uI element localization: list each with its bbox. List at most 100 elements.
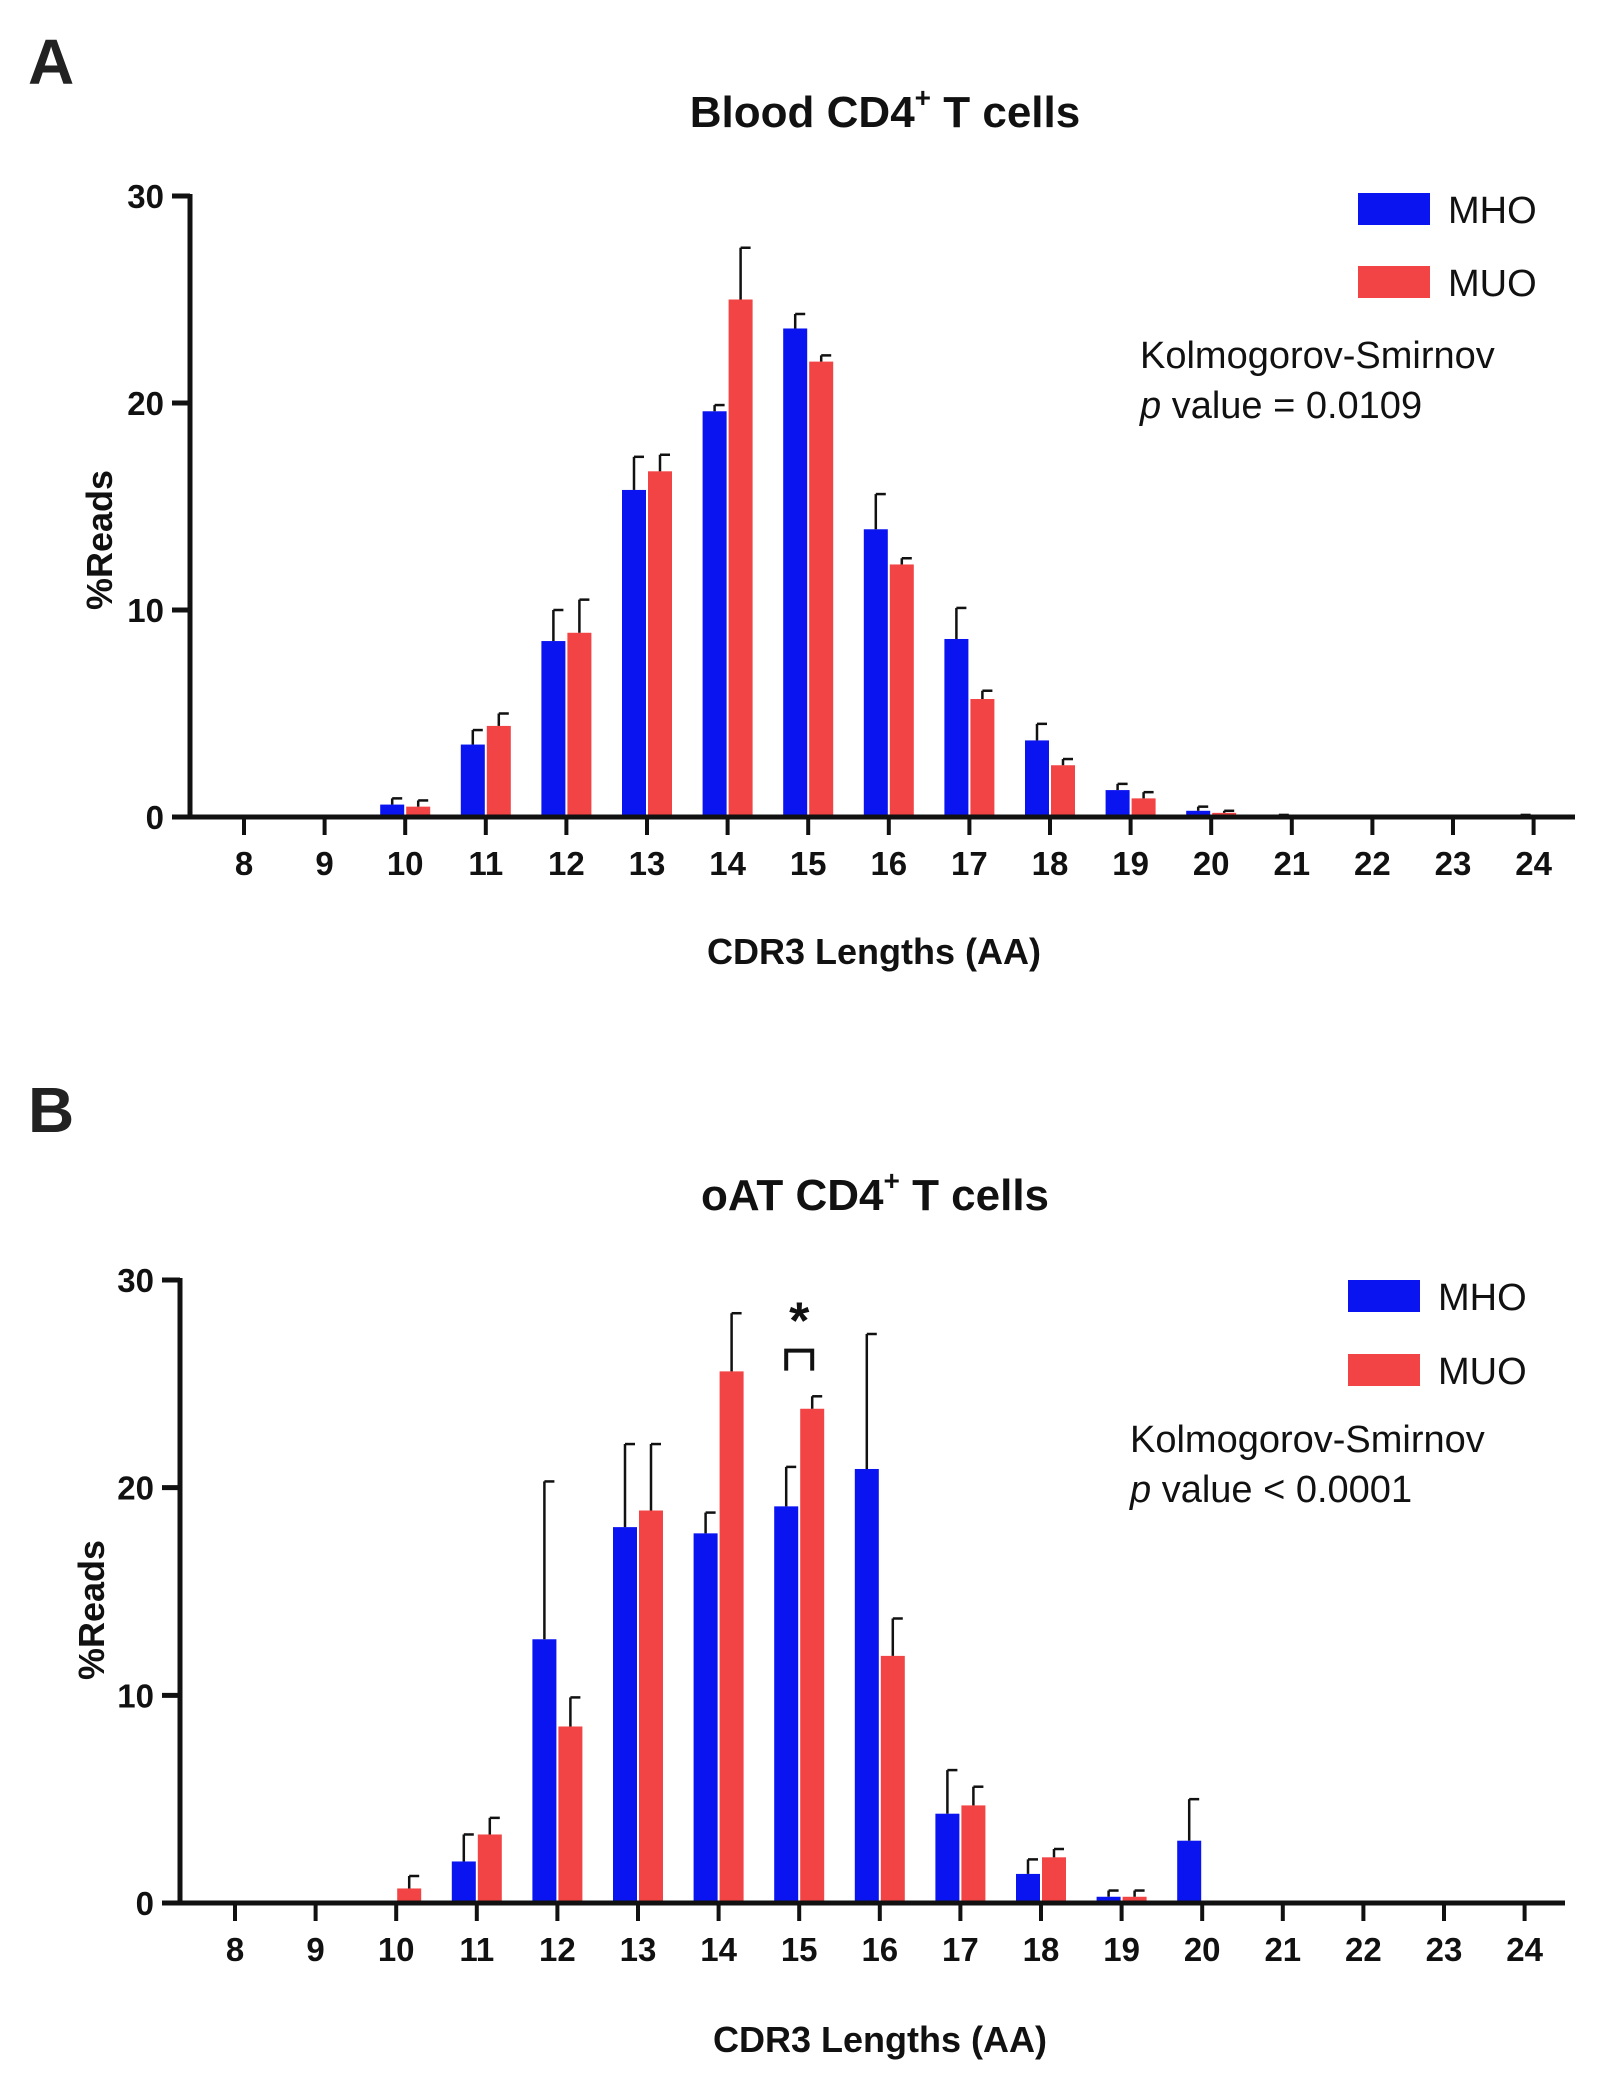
legend-swatch-mho bbox=[1348, 1280, 1420, 1312]
x-tick-label: 15 bbox=[781, 1931, 818, 1968]
significance-bracket: * bbox=[784, 1293, 815, 1371]
legend: MHO MUO bbox=[1348, 1277, 1527, 1393]
bar-mho bbox=[854, 1468, 879, 1903]
axes bbox=[187, 194, 1575, 820]
x-tick-label: 15 bbox=[790, 845, 827, 882]
bar-muo bbox=[1131, 798, 1156, 817]
legend-label-muo: MUO bbox=[1438, 1351, 1527, 1393]
x-tick-label: 18 bbox=[1023, 1931, 1060, 1968]
x-tick-label: 20 bbox=[1193, 845, 1230, 882]
bar-mho bbox=[613, 1527, 637, 1903]
x-tick-label: 14 bbox=[709, 845, 746, 882]
y-tick-label: 0 bbox=[136, 1885, 154, 1922]
bar-mho bbox=[451, 1861, 476, 1903]
bar-muo bbox=[639, 1510, 663, 1903]
legend-label-muo: MUO bbox=[1448, 263, 1537, 305]
axes bbox=[177, 1278, 1565, 1906]
legend-label-mho: MHO bbox=[1448, 190, 1537, 232]
bar-mho bbox=[460, 744, 485, 817]
x-tick-label: 9 bbox=[306, 1931, 324, 1968]
y-tick-label: 10 bbox=[127, 592, 164, 629]
x-tick-label: 22 bbox=[1345, 1931, 1382, 1968]
x-axis-label: CDR3 Lengths (AA) bbox=[713, 2019, 1047, 2060]
bar-muo bbox=[880, 1655, 905, 1903]
x-tick-label: 11 bbox=[468, 845, 503, 882]
legend: MHO MUO bbox=[1358, 190, 1537, 305]
bar-mho bbox=[622, 489, 646, 817]
significance-line bbox=[784, 1348, 815, 1371]
x-tick-label: 19 bbox=[1103, 1931, 1140, 1968]
bars bbox=[397, 1311, 1202, 1903]
x-tick-label: 21 bbox=[1273, 845, 1310, 882]
y-tick-label: 10 bbox=[117, 1677, 154, 1714]
stats-test-name: Kolmogorov-Smirnov bbox=[1130, 1419, 1485, 1461]
y-ticks: 0 10 20 30 bbox=[117, 1262, 180, 1922]
x-tick-label: 23 bbox=[1435, 845, 1472, 882]
panel-b: B oAT CD4+ T cells %Reads CDR3 Lengths (… bbox=[28, 1074, 1565, 2060]
bar-muo bbox=[961, 1805, 986, 1903]
bar-muo bbox=[719, 1371, 744, 1903]
bar-mho bbox=[1186, 810, 1211, 817]
x-tick-label: 13 bbox=[629, 845, 666, 882]
bar-mho bbox=[935, 1813, 960, 1903]
bar-muo bbox=[1122, 1896, 1147, 1903]
legend-swatch-mho bbox=[1358, 193, 1430, 225]
x-axis-label: CDR3 Lengths (AA) bbox=[707, 931, 1041, 972]
bar-mho bbox=[944, 638, 969, 817]
bar-muo bbox=[1042, 1857, 1066, 1903]
x-tick-label: 21 bbox=[1264, 1931, 1301, 1968]
x-tick-label: 12 bbox=[539, 1931, 576, 1968]
y-tick-label: 30 bbox=[127, 178, 164, 215]
bar-mho bbox=[783, 328, 808, 817]
significance-star: * bbox=[789, 1293, 810, 1351]
bar-mho bbox=[1016, 1873, 1040, 1903]
x-tick-label: 8 bbox=[235, 845, 253, 882]
bar-mho bbox=[693, 1533, 718, 1903]
bar-muo bbox=[486, 725, 511, 817]
bar-muo bbox=[558, 1726, 583, 1903]
bar-mho bbox=[532, 1639, 557, 1903]
bar-mho bbox=[1177, 1840, 1202, 1903]
bar-muo bbox=[970, 699, 995, 817]
bar-muo bbox=[800, 1408, 825, 1903]
panel-letter: A bbox=[28, 26, 74, 98]
bar-muo bbox=[889, 564, 914, 817]
x-tick-label: 10 bbox=[378, 1931, 415, 1968]
panel-a: A Blood CD4+ T cells %Reads CDR3 Lengths… bbox=[28, 26, 1575, 972]
chart-title: Blood CD4+ T cells bbox=[690, 82, 1080, 137]
bar-mho bbox=[1096, 1896, 1121, 1903]
y-ticks: 0 10 20 30 bbox=[127, 178, 190, 836]
x-tick-label: 12 bbox=[548, 845, 585, 882]
x-tick-label: 19 bbox=[1112, 845, 1149, 882]
bar-muo bbox=[406, 806, 431, 817]
bar-muo bbox=[728, 299, 753, 817]
bar-mho bbox=[702, 411, 727, 817]
bar-mho bbox=[774, 1506, 799, 1903]
y-tick-label: 20 bbox=[117, 1470, 154, 1507]
chart-title: oAT CD4+ T cells bbox=[701, 1165, 1049, 1220]
legend-swatch-muo bbox=[1358, 266, 1430, 298]
x-tick-label: 8 bbox=[226, 1931, 244, 1968]
legend-label-mho: MHO bbox=[1438, 1277, 1527, 1319]
bar-mho bbox=[1025, 740, 1049, 817]
y-axis-label: %Reads bbox=[71, 1540, 112, 1680]
y-axis-label: %Reads bbox=[79, 470, 120, 610]
x-tick-label: 20 bbox=[1184, 1931, 1221, 1968]
bar-muo bbox=[567, 632, 592, 817]
bar-muo bbox=[477, 1834, 502, 1903]
x-tick-label: 24 bbox=[1515, 845, 1552, 882]
bar-muo bbox=[648, 471, 672, 817]
x-tick-label: 9 bbox=[315, 845, 333, 882]
x-tick-label: 17 bbox=[942, 1931, 979, 1968]
bar-mho bbox=[1105, 790, 1130, 817]
stats-p-value: p value = 0.0109 bbox=[1139, 385, 1422, 427]
x-tick-label: 11 bbox=[459, 1931, 494, 1968]
x-tick-label: 14 bbox=[700, 1931, 737, 1968]
panel-letter: B bbox=[28, 1074, 74, 1146]
x-ticks: 8 9 10 11 12 13 14 15 16 17 18 19 20 21 22 23 24 bbox=[226, 1903, 1544, 1968]
bar-mho bbox=[863, 529, 888, 817]
stats-p-value: p value < 0.0001 bbox=[1129, 1469, 1412, 1511]
x-tick-label: 18 bbox=[1032, 845, 1069, 882]
x-tick-label: 24 bbox=[1506, 1931, 1543, 1968]
